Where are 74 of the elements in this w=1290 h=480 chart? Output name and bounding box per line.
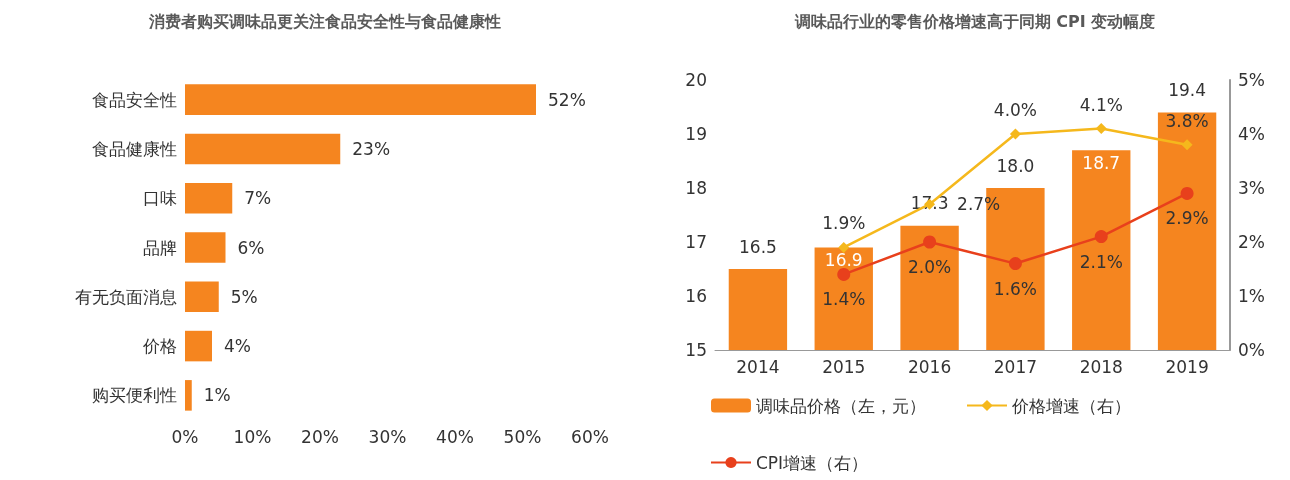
data-label: 5% (230, 286, 258, 307)
point (838, 241, 850, 253)
legend-label: 价格增速（右） (1011, 395, 1131, 416)
data-label: 18.0 (996, 155, 1035, 176)
y-tick-label: 品牌 (143, 237, 177, 258)
bar (185, 84, 536, 115)
x-tick-label: 2014 (736, 356, 780, 377)
y2-tick-label: 4% (1238, 124, 1265, 144)
data-label: 1% (203, 385, 231, 406)
data-label: 1.9% (822, 213, 866, 234)
data-label: 16.9 (824, 249, 863, 270)
y2-tick-label: 3% (1238, 178, 1265, 198)
legend-label: 调味品价格（左，元） (756, 395, 926, 416)
data-label: 6% (237, 237, 265, 258)
x-tick-label: 2016 (907, 356, 952, 377)
y-tick-label: 价格 (142, 336, 177, 357)
data-label: 2.9% (1165, 208, 1209, 229)
x-tick-label: 20% (301, 426, 339, 447)
point (923, 235, 937, 249)
y-tick-label: 18 (685, 178, 707, 198)
legend-label: CPI增速（右） (756, 452, 869, 473)
y-tick-label: 购买便利性 (92, 385, 177, 406)
data-label: 4.1% (1079, 94, 1123, 115)
y2-tick-label: 5% (1238, 70, 1265, 90)
chart-title: 调味品行业的零售价格增速高于同期 CPI 变动幅度 (793, 11, 1156, 31)
data-label: 3.8% (1165, 110, 1209, 131)
x-tick-label: 2018 (1079, 356, 1123, 377)
point (837, 267, 851, 281)
point (1180, 186, 1194, 200)
bar (185, 232, 226, 263)
x-tick-label: 40% (436, 426, 474, 447)
y2-tick-label: 2% (1238, 232, 1265, 252)
data-label: 23% (352, 138, 391, 159)
point (1095, 123, 1107, 135)
data-label: 18.7 (1082, 152, 1121, 173)
y2-tick-label: 1% (1238, 286, 1265, 306)
y-tick-label: 食品健康性 (92, 138, 177, 159)
y-tick-label: 食品安全性 (92, 89, 177, 110)
data-label: 7% (244, 188, 272, 209)
data-label: 2.1% (1079, 251, 1123, 272)
chart-title: 消费者购买调味品更关注食品安全性与食品健康性 (148, 11, 501, 31)
data-label: 19.4 (1168, 79, 1207, 100)
y-tick-label: 20 (685, 70, 707, 90)
bar (185, 330, 212, 362)
data-label: 4% (224, 336, 251, 357)
x-tick-label: 30% (368, 426, 407, 447)
data-label: 1.4% (822, 289, 866, 310)
data-label: 4.0% (993, 100, 1038, 120)
point (1009, 128, 1021, 140)
data-label: 16.5 (738, 236, 777, 257)
data-label: 1.6% (993, 278, 1038, 299)
x-tick-label: 60% (571, 426, 609, 447)
y-tick-label: 15 (685, 340, 707, 360)
bar (185, 133, 341, 165)
y2-tick-label: 0% (1238, 340, 1265, 360)
x-tick-label: 2017 (993, 356, 1038, 377)
y-tick-label: 16 (685, 286, 707, 306)
y-tick-label: 口味 (143, 188, 177, 209)
bar (185, 281, 219, 313)
bar (185, 182, 233, 214)
x-tick-label: 10% (233, 426, 272, 447)
y-tick-label: 17 (685, 232, 707, 252)
point (1181, 139, 1193, 151)
point (1008, 257, 1022, 271)
y-tick-label: 有无负面消息 (75, 286, 177, 307)
x-tick-label: 2019 (1165, 356, 1209, 377)
data-label: 52% (548, 89, 586, 110)
x-tick-label: 50% (503, 426, 542, 447)
x-tick-label: 0% (171, 426, 199, 447)
x-tick-label: 2015 (822, 356, 866, 377)
data-label: 2.0% (907, 257, 952, 277)
point (1094, 230, 1108, 244)
y-tick-label: 19 (685, 124, 707, 144)
bar (185, 380, 192, 411)
